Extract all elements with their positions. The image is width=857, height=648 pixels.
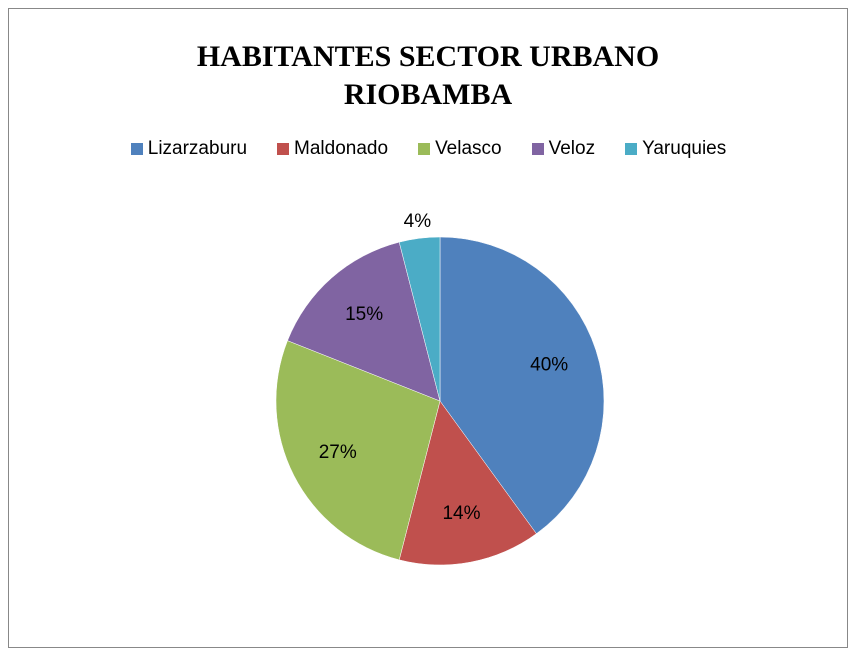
data-label: 14%	[442, 503, 480, 524]
legend: Lizarzaburu Maldonado Velasco Veloz Yaruquie…	[0, 138, 857, 160]
data-label: 27%	[319, 442, 357, 463]
chart: 40% 14% 27% 15% 4%	[275, 211, 605, 566]
legend-swatch	[418, 143, 431, 155]
pie-slice	[398, 236, 441, 402]
legend-item: Lizarzaburu	[130, 138, 248, 160]
legend-swatch	[130, 143, 143, 155]
data-label: 15%	[345, 304, 383, 325]
pie-slice	[287, 241, 441, 402]
data-label: 40%	[530, 355, 568, 376]
legend-item: Velasco	[418, 138, 502, 160]
legend-swatch	[625, 143, 638, 155]
pie-slice	[275, 340, 441, 561]
pie-slice	[439, 236, 605, 535]
legend-label: Velasco	[435, 138, 502, 159]
legend-label: Maldonado	[294, 138, 389, 159]
legend-label: Veloz	[548, 138, 596, 159]
pie-slice	[398, 400, 537, 566]
legend-label: Yaruquies	[642, 138, 727, 159]
legend-item: Veloz	[531, 138, 596, 160]
data-label: 4%	[404, 211, 432, 232]
page: HABITANTES SECTOR URBANO RIOBAMBA Lizarz…	[0, 8, 857, 648]
legend-item: Yaruquies	[625, 138, 726, 160]
legend-swatch	[531, 143, 544, 155]
legend-swatch	[277, 143, 290, 155]
chart-title: HABITANTES SECTOR URBANO RIOBAMBA	[196, 40, 660, 111]
legend-label: Lizarzaburu	[147, 138, 248, 159]
legend-item: Maldonado	[277, 138, 388, 160]
